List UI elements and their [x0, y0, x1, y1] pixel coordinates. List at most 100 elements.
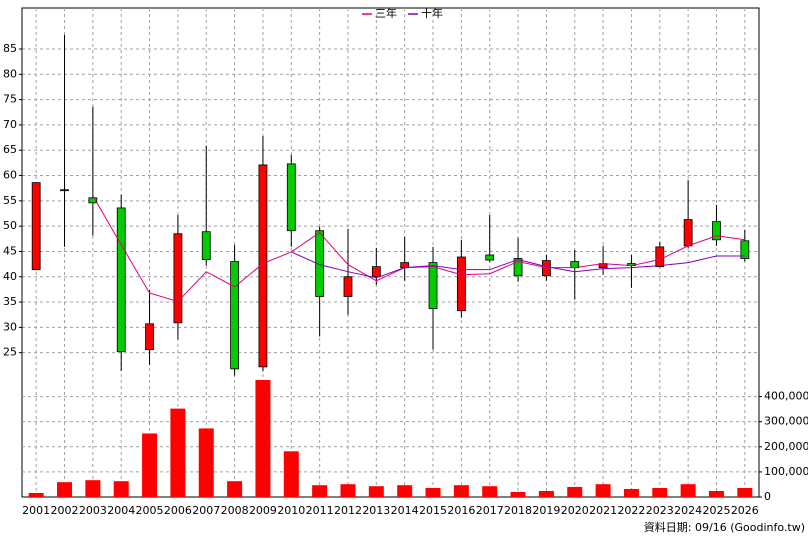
- y-tick-label: 55: [3, 194, 17, 207]
- volume-bar: [113, 481, 129, 497]
- y2-tick-label: 200,000: [764, 440, 808, 453]
- volume-bar: [170, 408, 186, 497]
- x-tick-label: 2005: [136, 504, 164, 517]
- volume-bar: [482, 486, 498, 497]
- y-tick-label: 70: [3, 118, 17, 131]
- candle-body: [740, 240, 750, 259]
- volume-bar: [595, 484, 611, 497]
- volume-bar: [708, 490, 724, 497]
- y2-tick-label: 400,000: [764, 390, 808, 403]
- volume-bar: [623, 488, 639, 497]
- volume-bar: [28, 492, 44, 497]
- ma-line: [291, 251, 745, 279]
- volume-bar: [538, 490, 554, 497]
- volume-bar: [255, 380, 271, 497]
- source-note: 資料日期: 09/16 (Goodinfo.tw): [644, 520, 805, 534]
- x-tick-label: 2018: [504, 504, 532, 517]
- y2-tick-label: 300,000: [764, 415, 808, 428]
- volume-bar: [198, 428, 214, 497]
- y-tick-label: 75: [3, 93, 17, 106]
- x-tick-label: 2019: [532, 504, 560, 517]
- y-tick-label: 80: [3, 67, 17, 80]
- x-tick-label: 2004: [107, 504, 135, 517]
- x-tick-label: 2022: [617, 504, 645, 517]
- ma-line: [92, 195, 745, 303]
- x-tick-label: 2006: [164, 504, 192, 517]
- candle-body: [201, 231, 211, 260]
- volume-bar: [283, 451, 299, 497]
- volume-bar: [397, 485, 413, 497]
- y-tick-label: 35: [3, 295, 17, 308]
- candle-body: [513, 258, 523, 277]
- x-tick-label: 2017: [476, 504, 504, 517]
- y2-tick-label: 0: [764, 490, 771, 503]
- candle-body: [456, 256, 466, 312]
- x-tick-label: 2011: [306, 504, 334, 517]
- candle-body: [542, 260, 551, 277]
- y-tick-label: 50: [3, 219, 17, 232]
- candle-body: [371, 266, 381, 278]
- x-tick-label: 2010: [277, 504, 305, 517]
- volume-bar: [680, 484, 696, 497]
- x-tick-label: 2021: [589, 504, 617, 517]
- x-tick-label: 2025: [702, 504, 730, 517]
- legend-label: 三年: [375, 6, 397, 20]
- candle-body: [485, 254, 495, 261]
- candle-body: [173, 233, 183, 324]
- x-tick-label: 2024: [674, 504, 702, 517]
- x-tick-label: 2014: [391, 504, 419, 517]
- candle-body: [31, 182, 41, 271]
- candle-body: [88, 197, 98, 204]
- volume-bar: [142, 433, 158, 497]
- legend-label: 十年: [421, 6, 443, 20]
- volume-bar: [85, 480, 101, 497]
- volume-bar: [453, 485, 469, 497]
- y-tick-label: 25: [3, 346, 17, 359]
- volume-bar: [227, 481, 243, 497]
- candle-body: [116, 207, 126, 353]
- candle-body: [60, 189, 69, 192]
- candle-body: [145, 323, 154, 351]
- candle-body: [400, 262, 410, 269]
- volume-bar: [510, 491, 526, 497]
- x-tick-label: 2013: [362, 504, 390, 517]
- volume-bar: [312, 485, 328, 497]
- volume-bar: [425, 487, 441, 497]
- candle-body: [230, 261, 239, 370]
- x-tick-label: 2026: [731, 504, 759, 517]
- y-tick-label: 45: [3, 244, 17, 257]
- x-tick-label: 2016: [447, 504, 475, 517]
- y-tick-label: 65: [3, 143, 17, 156]
- x-tick-label: 2009: [249, 504, 277, 517]
- volume-bar: [737, 487, 753, 497]
- x-tick-label: 2007: [192, 504, 220, 517]
- candle-body: [286, 163, 296, 232]
- volume-bar: [57, 482, 73, 497]
- candle-body: [258, 164, 268, 368]
- x-tick-label: 2023: [646, 504, 674, 517]
- volume-bar: [567, 486, 583, 497]
- candle-body: [570, 261, 580, 269]
- candle-body: [343, 276, 353, 297]
- y-tick-label: 60: [3, 169, 17, 182]
- volume-bar: [368, 486, 384, 497]
- x-tick-label: 2003: [79, 504, 107, 517]
- plot-frame: [21, 7, 760, 498]
- candle-body: [712, 221, 721, 241]
- candle-body: [315, 230, 325, 297]
- volume-bar: [340, 484, 356, 497]
- y-tick-label: 85: [3, 42, 17, 55]
- candle-body: [428, 262, 438, 310]
- x-tick-label: 2020: [561, 504, 589, 517]
- candle-body: [655, 246, 665, 268]
- candle-body: [683, 219, 693, 247]
- x-tick-label: 2001: [22, 504, 50, 517]
- y-tick-label: 40: [3, 270, 17, 283]
- volume-bar: [652, 487, 668, 497]
- y-tick-label: 30: [3, 320, 17, 333]
- x-tick-label: 2012: [334, 504, 362, 517]
- x-tick-label: 2008: [221, 504, 249, 517]
- x-tick-label: 2002: [51, 504, 79, 517]
- y2-tick-label: 100,000: [764, 465, 808, 478]
